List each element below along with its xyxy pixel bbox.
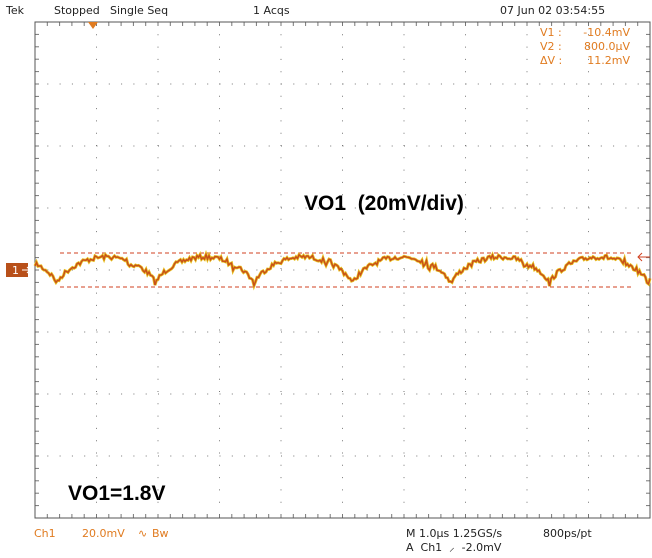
graticule-frame [34,21,651,519]
trigger-level-marker [637,252,650,262]
brand: Tek [5,4,25,17]
cursor-label: V1 : [540,26,562,39]
mode: Single Seq [110,4,168,17]
footer-channel: Ch1 [34,527,56,540]
footer-coupling: ∿ [138,527,147,540]
state: Stopped [54,4,100,17]
channel-marker: 1 [12,264,19,277]
level-annotation: VO1=1.8V [68,482,165,505]
cursor-value: 11.2mV [587,54,630,67]
acq-count: 1 Acqs [253,4,290,17]
timestamp: 07 Jun 02 03:54:55 [500,4,605,17]
scale-annotation: VO1 (20mV/div) [304,192,464,215]
cursor-label: ΔV : [540,54,562,67]
cursor-value: -10.4mV [583,26,630,39]
footer-resolution: 800ps/pt [543,527,592,540]
footer-timebase: M 1.0µs 1.25GS/s [406,527,502,540]
channel-marker-box [6,263,28,277]
waveform [34,252,651,289]
cursor-label: V2 : [540,40,562,53]
trigger-position-marker [88,22,98,29]
footer-trigger: A Ch1 ⸝ -2.0mV [406,541,502,554]
footer-volts: 20.0mV [82,527,125,540]
footer-bw: Bw [152,527,169,540]
channel-marker-arrow [22,266,31,274]
cursor-value: 800.0µV [584,40,630,53]
